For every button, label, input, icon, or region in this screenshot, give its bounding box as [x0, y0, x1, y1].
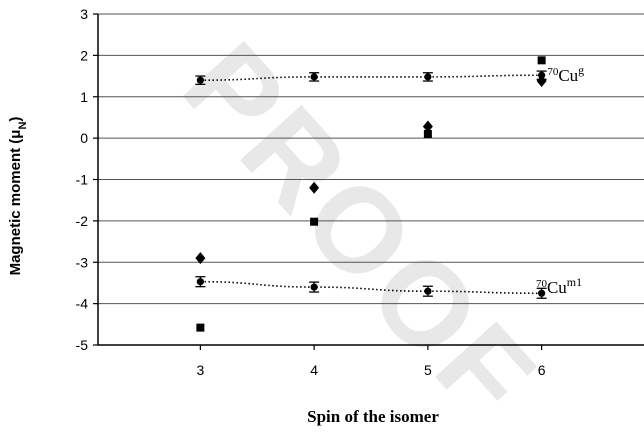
x-tick-label: 4	[310, 362, 318, 378]
y-axis-label-main: Magnetic moment (μ	[7, 130, 24, 276]
isotope-mass: 70	[547, 66, 559, 78]
y-tick-label: 3	[80, 6, 88, 22]
y-tick-label: 0	[80, 130, 88, 146]
isotope-mass: 70	[536, 278, 548, 290]
data-point-square	[196, 323, 205, 332]
isotope-label: 70Cum1	[536, 275, 582, 297]
data-point-circle	[196, 278, 204, 286]
y-axis-label: Magnetic moment (μN)	[7, 117, 29, 276]
isotope-symbol: Cu	[547, 278, 567, 297]
y-tick-label: -4	[76, 296, 89, 312]
isotope-label: 70Cug	[547, 63, 584, 85]
fit-lines	[200, 74, 542, 295]
data-point-diamond	[195, 252, 206, 265]
gridlines	[98, 13, 644, 305]
y-tick-label: -2	[76, 213, 89, 229]
data-point-diamond	[422, 120, 433, 133]
data-points	[195, 56, 547, 332]
data-point-square	[423, 129, 432, 138]
x-axis-label: Spin of the isomer	[307, 407, 439, 426]
data-point-circle	[538, 289, 546, 297]
y-tick-label: 2	[80, 47, 88, 63]
y-axis-label-close: )	[7, 117, 24, 122]
data-point-square	[537, 56, 546, 65]
watermark: PROOF	[158, 18, 563, 432]
data-point-circle	[424, 73, 432, 81]
data-point-circle	[310, 73, 318, 81]
data-point-circle	[424, 287, 432, 295]
isotope-state: g	[578, 63, 584, 77]
y-tick-label: -1	[76, 172, 89, 188]
y-tick-label: -3	[76, 254, 89, 270]
fit-line	[200, 74, 542, 81]
axes: -5 -4 -3 -2 -1 0 1 2 3 3 4 5 6	[76, 6, 644, 378]
data-point-diamond	[536, 75, 547, 88]
data-point-square	[310, 217, 319, 226]
fit-line	[200, 280, 542, 295]
isotope-state: m1	[567, 275, 582, 289]
x-tick-label: 5	[424, 362, 432, 378]
y-tick-label: 1	[80, 89, 88, 105]
x-tick-label: 6	[538, 362, 546, 378]
y-axis-label-sub: N	[17, 122, 29, 130]
y-tick-label: -5	[76, 337, 89, 353]
x-tick-label: 3	[196, 362, 204, 378]
data-point-circle	[196, 76, 204, 84]
data-point-circle	[310, 283, 318, 291]
isotope-symbol: Cu	[558, 66, 578, 85]
data-point-diamond	[309, 181, 320, 194]
